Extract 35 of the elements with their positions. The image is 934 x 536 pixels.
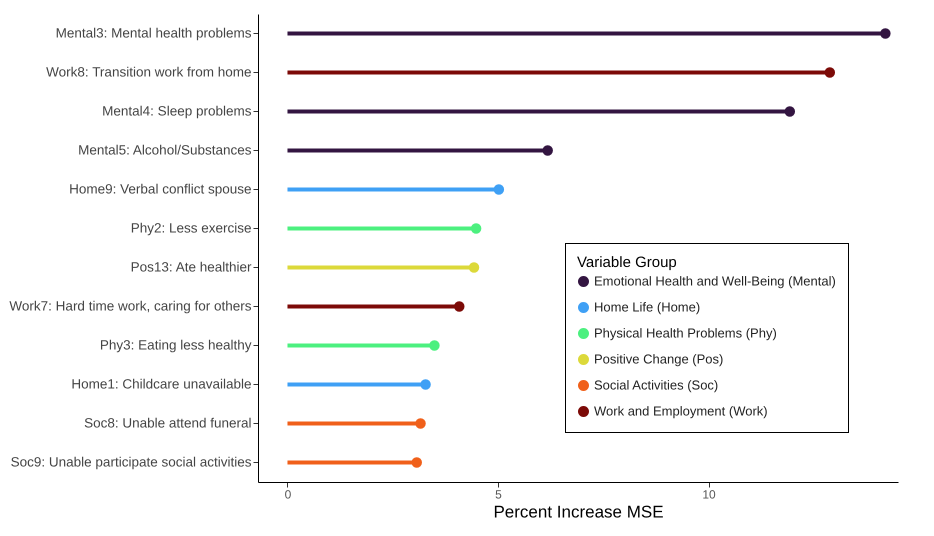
y-tick-label: Mental5: Alcohol/Substances: [78, 142, 252, 158]
point: [420, 379, 431, 390]
legend-title: Variable Group: [577, 254, 677, 271]
y-tick-label: Home1: Childcare unavailable: [71, 376, 252, 392]
legend-label: Positive Change (Pos): [594, 352, 724, 366]
y-tick-label: Home9: Verbal conflict spouse: [69, 182, 252, 196]
legend-label: Social Activities (Soc): [594, 378, 718, 392]
x-tick-label: 10: [702, 488, 716, 502]
point: [784, 106, 796, 117]
point: [454, 301, 465, 312]
point: [824, 67, 836, 78]
point: [411, 457, 422, 468]
y-tick-label: Phy2: Less exercise: [130, 220, 252, 236]
y-tick-label: Work8: Transition work from home: [46, 64, 252, 80]
legend-label: Home Life (Home): [594, 300, 700, 314]
point: [494, 184, 504, 195]
y-tick-label: Soc8: Unable attend funeral: [84, 416, 252, 430]
legend-label: Work and Employment (Work): [594, 404, 768, 418]
point: [880, 28, 891, 39]
y-tick-label: Pos13: Ate healthier: [130, 260, 252, 274]
point: [429, 340, 440, 351]
y-tick-label: Soc9: Unable participate social activities: [10, 454, 252, 470]
point: [470, 223, 482, 234]
legend-label: Physical Health Problems (Phy): [594, 326, 777, 340]
point: [415, 418, 426, 429]
x-axis-title: Percent Increase MSE: [493, 502, 664, 522]
point: [468, 262, 480, 273]
legend-label: Emotional Health and Well-Being (Mental): [594, 274, 836, 288]
y-tick-label: Work7: Hard time work, caring for others: [9, 298, 252, 314]
point: [542, 145, 553, 156]
y-tick-label: Phy3: Eating less healthy: [100, 338, 252, 352]
y-tick-label: Mental4: Sleep problems: [102, 104, 252, 118]
x-tick-label: 0: [284, 488, 292, 502]
x-tick-label: 5: [495, 488, 502, 502]
y-tick-label: Mental3: Mental health problems: [56, 26, 252, 40]
